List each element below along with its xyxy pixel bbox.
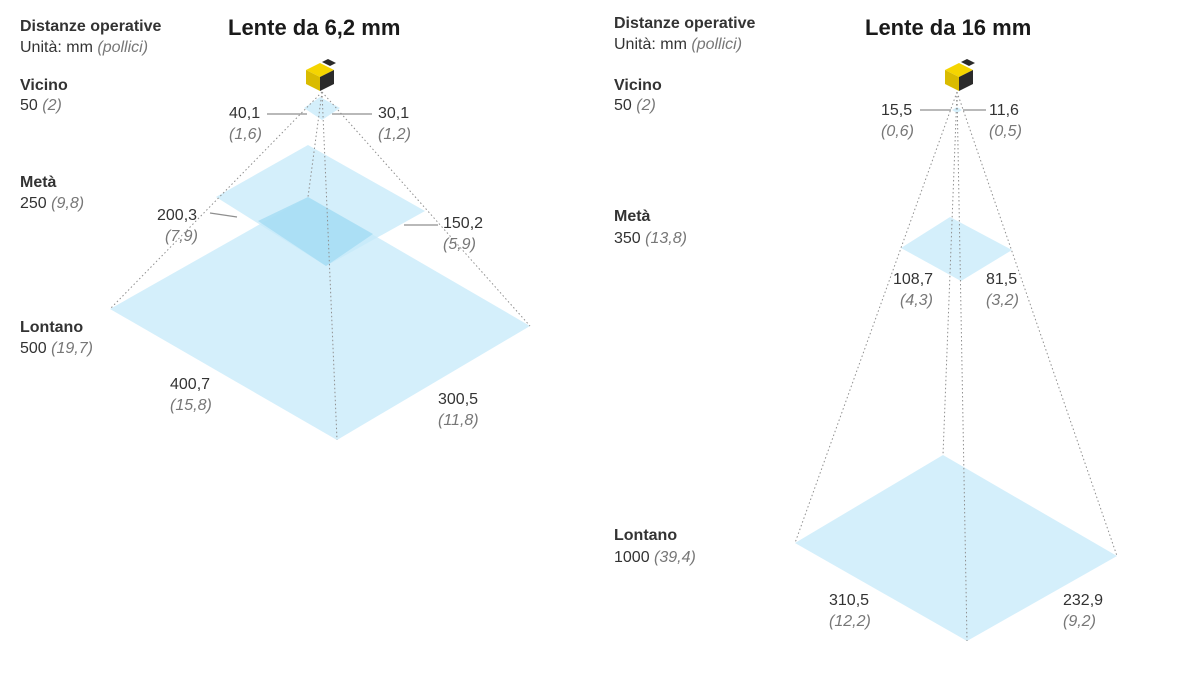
frustum-edges-left	[109, 91, 531, 441]
distance-label-near-right: Vicino	[614, 77, 662, 94]
distance-value-mid-right: 350 (13,8)	[614, 231, 687, 247]
value-mm: 50	[20, 97, 38, 114]
value-in: (19,7)	[51, 340, 93, 357]
distance-label-far-left: Lontano	[20, 319, 84, 336]
width-near-right-in: (0,6)	[881, 123, 914, 140]
value-in: (9,8)	[51, 195, 85, 212]
value-mm: 50	[614, 97, 632, 114]
fov-near-right	[952, 107, 962, 113]
distance-value-near-left: 50 (2)	[20, 98, 62, 114]
height-far-right: 232,9	[1063, 592, 1104, 609]
height-near-right: 11,6	[989, 102, 1019, 119]
width-mid-left-in: (7,9)	[165, 228, 198, 245]
height-near-right-in: (0,5)	[989, 123, 1022, 140]
height-far-left-in: (11,8)	[438, 412, 479, 429]
value-mm: 350	[614, 230, 641, 247]
value-mm: 250	[20, 195, 47, 212]
header-title-left: Distanze operative	[20, 18, 162, 35]
width-far-right: 310,5	[829, 592, 870, 609]
width-mid-right: 108,7	[893, 271, 934, 288]
fov-far-left	[110, 197, 530, 440]
width-far-left-in: (15,8)	[170, 397, 212, 414]
sensor-icon	[306, 59, 336, 91]
width-near-right: 15,5	[881, 102, 913, 119]
distance-value-far-right: 1000 (39,4)	[614, 550, 696, 566]
callouts-left	[209, 113, 438, 226]
header-title-right: Distanze operative	[614, 15, 756, 32]
height-near-left: 30,1	[378, 105, 410, 122]
units-label-right: Unità: mm	[614, 36, 687, 53]
height-mid-right: 81,5	[986, 271, 1018, 288]
width-near-left-in: (1,6)	[229, 126, 262, 143]
width-mid-left: 200,3	[157, 207, 198, 224]
value-in: (2)	[636, 97, 656, 114]
value-in: (2)	[42, 97, 62, 114]
distance-label-far-right: Lontano	[614, 527, 678, 544]
distance-value-far-left: 500 (19,7)	[20, 341, 93, 357]
fov-overlap-left	[258, 197, 373, 266]
panel-lens-6-2mm	[109, 59, 531, 441]
width-mid-right-in: (4,3)	[900, 292, 933, 309]
width-far-left: 400,7	[170, 376, 211, 393]
fov-far-right	[795, 455, 1117, 641]
panel-lens-16mm	[794, 59, 1118, 642]
units-line-right: Unità: mm (pollici)	[614, 37, 742, 53]
height-mid-right-in: (3,2)	[986, 292, 1019, 309]
value-in: (13,8)	[645, 230, 687, 247]
distance-label-mid-right: Metà	[614, 208, 651, 225]
units-alt-left: (pollici)	[97, 39, 149, 56]
fov-mid-right	[901, 217, 1012, 281]
value-in: (39,4)	[654, 549, 696, 566]
distance-value-mid-left: 250 (9,8)	[20, 196, 84, 212]
lens-title-right: Lente da 16 mm	[865, 15, 1032, 40]
value-mm: 1000	[614, 549, 650, 566]
units-line-left: Unità: mm (pollici)	[20, 40, 148, 56]
fov-near-left	[304, 97, 340, 120]
sensor-icon	[945, 59, 975, 91]
height-mid-left: 150,2	[443, 215, 484, 232]
distance-value-near-right: 50 (2)	[614, 98, 656, 114]
width-far-right-in: (12,2)	[829, 613, 871, 630]
distance-label-mid-left: Metà	[20, 174, 57, 191]
frustum-edges-right	[794, 91, 1118, 642]
width-near-left: 40,1	[229, 105, 261, 122]
height-mid-left-in: (5,9)	[443, 236, 476, 253]
distance-label-near-left: Vicino	[20, 77, 68, 94]
height-near-left-in: (1,2)	[378, 126, 411, 143]
units-label-left: Unità: mm	[20, 39, 93, 56]
lens-title-left: Lente da 6,2 mm	[228, 15, 401, 40]
height-far-right-in: (9,2)	[1063, 613, 1096, 630]
units-alt-right: (pollici)	[691, 36, 743, 53]
height-far-left: 300,5	[438, 391, 479, 408]
value-mm: 500	[20, 340, 47, 357]
